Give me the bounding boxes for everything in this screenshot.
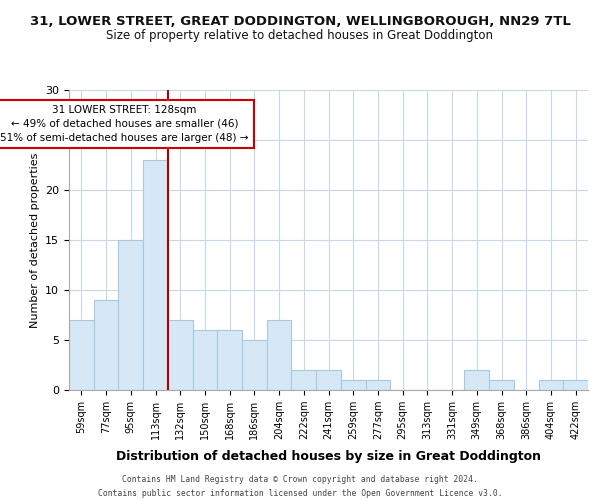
Bar [193,330,217,390]
Text: Size of property relative to detached houses in Great Doddington: Size of property relative to detached ho… [107,28,493,42]
Bar [94,300,118,390]
Text: 31 LOWER STREET: 128sqm
← 49% of detached houses are smaller (46)
51% of semi-de: 31 LOWER STREET: 128sqm ← 49% of detache… [1,105,249,143]
Text: 31, LOWER STREET, GREAT DODDINGTON, WELLINGBOROUGH, NN29 7TL: 31, LOWER STREET, GREAT DODDINGTON, WELL… [29,15,571,28]
Bar [168,320,193,390]
Bar [118,240,143,390]
Bar [292,370,316,390]
Bar [316,370,341,390]
Bar [143,160,168,390]
Text: Contains HM Land Registry data © Crown copyright and database right 2024.
Contai: Contains HM Land Registry data © Crown c… [98,476,502,498]
Bar [341,380,365,390]
Bar [267,320,292,390]
Bar [242,340,267,390]
X-axis label: Distribution of detached houses by size in Great Doddington: Distribution of detached houses by size … [116,450,541,464]
Bar [539,380,563,390]
Bar [563,380,588,390]
Bar [69,320,94,390]
Bar [489,380,514,390]
Bar [464,370,489,390]
Bar [217,330,242,390]
Bar [365,380,390,390]
Y-axis label: Number of detached properties: Number of detached properties [29,152,40,328]
